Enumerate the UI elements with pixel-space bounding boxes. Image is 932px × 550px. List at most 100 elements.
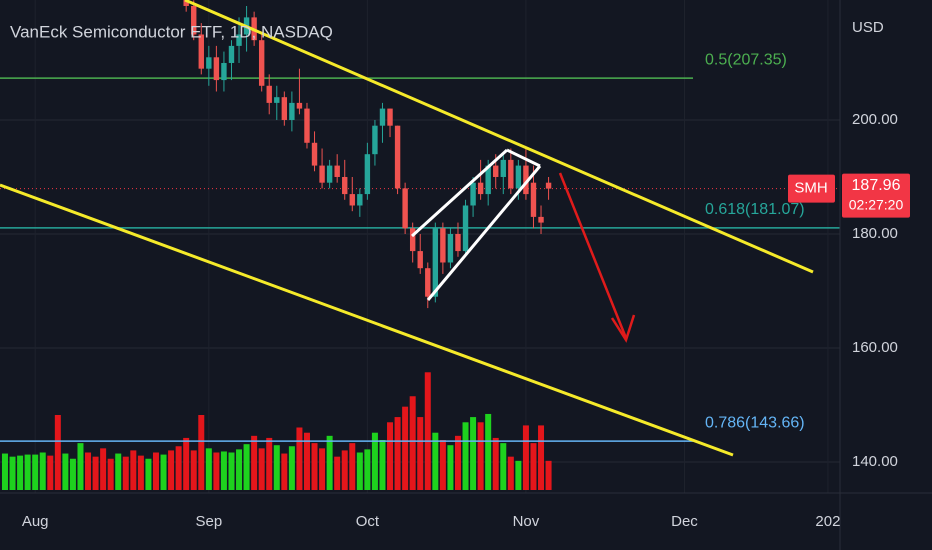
volume-bar — [1, 453, 8, 490]
candle-body — [455, 233, 461, 252]
volume-bar — [545, 460, 552, 490]
volume-bar — [432, 432, 439, 490]
candle-body — [311, 142, 318, 166]
candle-body — [387, 108, 393, 126]
candle-body — [379, 108, 386, 126]
volume-bar — [122, 456, 129, 490]
volume-bar — [500, 443, 507, 490]
volume-bar — [152, 452, 159, 490]
volume-bar — [273, 445, 280, 490]
volume-bar — [507, 456, 514, 490]
candle-body — [508, 159, 514, 189]
volume-bar — [205, 448, 212, 490]
axis-layer: 140.00 160.00 180.00 200.00 Aug Sep Oct Nov Dec 2… — [22, 111, 910, 530]
volume-bar — [371, 432, 378, 490]
y-tick-label: 140.00 — [852, 453, 898, 470]
candle-body — [364, 154, 371, 195]
volume-bar — [9, 456, 16, 490]
candle-body — [409, 228, 416, 252]
x-tick-label: Oct — [356, 513, 380, 530]
volume-bar — [115, 453, 122, 490]
volume-bar — [379, 440, 386, 490]
wedge-line — [426, 165, 542, 301]
arrow-head — [610, 314, 636, 343]
volume-bar — [530, 443, 537, 490]
volume-bar — [198, 415, 205, 490]
y-tick-label: 180.00 — [852, 225, 898, 242]
wedge-line — [410, 148, 509, 238]
candle-body — [447, 233, 454, 263]
candle-body — [523, 165, 529, 195]
currency-label: USD — [852, 19, 884, 36]
volume-bar — [303, 432, 310, 490]
volume-bar — [85, 452, 92, 490]
volume-bar — [168, 450, 175, 490]
candle-body — [500, 159, 506, 177]
volume-bar — [334, 456, 341, 490]
candle-body — [221, 62, 227, 81]
candle-body — [319, 165, 325, 183]
y-tick-label: 200.00 — [852, 111, 898, 128]
y-tick-label: 160.00 — [852, 339, 898, 356]
candle-body — [198, 34, 204, 69]
candle-body — [357, 194, 363, 206]
x-tick-label: Nov — [513, 513, 540, 530]
candle-body — [236, 34, 242, 46]
volume-bar — [341, 450, 348, 490]
fib-label: 0.618(181.07) — [705, 201, 805, 218]
lower-trendline — [0, 183, 734, 457]
volume-bar — [236, 449, 243, 490]
upper-trendline — [184, 0, 814, 274]
volume-bar — [32, 454, 39, 490]
arrow-shaft — [558, 172, 628, 339]
candle-body — [538, 216, 544, 223]
x-tick-label: Aug — [22, 513, 49, 530]
candle-body — [274, 97, 280, 103]
x-tick-label: Dec — [671, 513, 698, 530]
volume-bar — [417, 417, 424, 490]
volume-bar — [62, 453, 69, 490]
candle-layer — [183, 0, 552, 309]
volume-bar — [387, 422, 394, 490]
chart-title: VanEck Semiconductor ETF, 1D, NASDAQ — [10, 22, 333, 41]
x-tick-label: Sep — [195, 513, 222, 530]
volume-bar — [24, 454, 31, 490]
volume-bar — [454, 435, 461, 490]
volume-bar — [515, 460, 522, 490]
volume-bar — [522, 425, 529, 490]
volume-bar — [485, 413, 492, 490]
candle-body — [281, 97, 288, 120]
candle-body — [326, 165, 333, 183]
volume-bar — [92, 456, 99, 490]
x-tick-label: 202 — [815, 513, 840, 530]
countdown-label: 02:27:20 — [849, 196, 904, 212]
candle-body — [394, 125, 401, 189]
volume-bar — [462, 422, 469, 490]
volume-bar — [258, 448, 265, 490]
last-price-label: 187.96 — [852, 177, 901, 194]
candle-body — [462, 205, 469, 252]
volume-bar — [281, 453, 288, 490]
volume-bar — [288, 446, 295, 490]
volume-bar — [175, 446, 182, 490]
fib-label: 0.5(207.35) — [705, 51, 787, 68]
volume-bar — [492, 437, 499, 490]
volume-bar — [243, 444, 250, 490]
candle-body — [417, 251, 423, 269]
volume-bar — [100, 448, 107, 490]
candle-body — [213, 57, 220, 81]
symbol-badge — [788, 174, 835, 203]
volume-bar — [213, 452, 220, 490]
volume-bar — [190, 450, 197, 490]
candle-body — [493, 165, 499, 177]
volume-bar — [160, 454, 167, 490]
candle-body — [228, 45, 235, 63]
candle-body — [425, 268, 431, 297]
candle-body — [477, 182, 484, 195]
candle-body — [545, 182, 552, 189]
volume-bar — [17, 455, 24, 490]
price-badge — [842, 173, 910, 218]
volume-bar — [47, 455, 54, 490]
volume-bar — [311, 443, 318, 490]
